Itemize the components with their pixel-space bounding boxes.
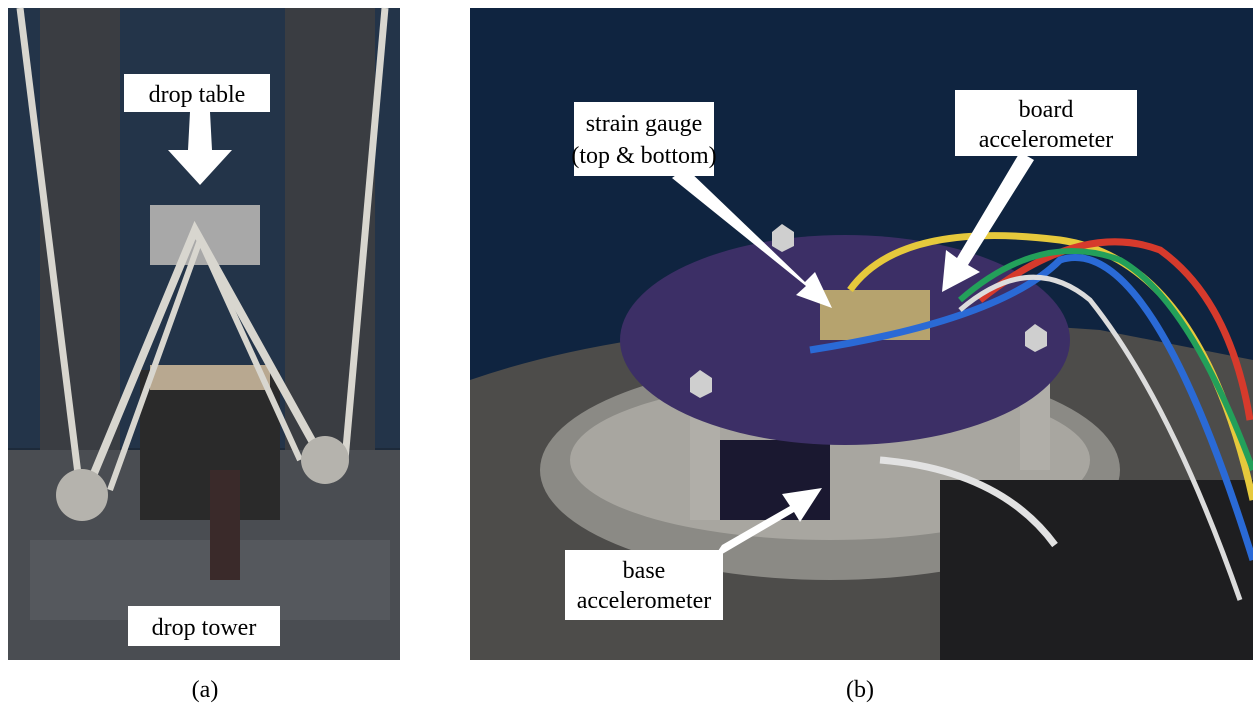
figure: drop table drop tower strain gauge (top …	[0, 0, 1253, 709]
label: drop table	[149, 82, 246, 108]
caption: (b)	[846, 677, 874, 703]
label: accelerometer	[979, 127, 1114, 153]
label: drop tower	[152, 615, 257, 641]
caption: (a)	[192, 677, 219, 703]
label: base	[623, 558, 666, 584]
label: board	[1019, 97, 1074, 123]
label: accelerometer	[577, 588, 712, 614]
label: strain gauge	[586, 111, 703, 137]
label: (top & bottom)	[571, 143, 716, 169]
